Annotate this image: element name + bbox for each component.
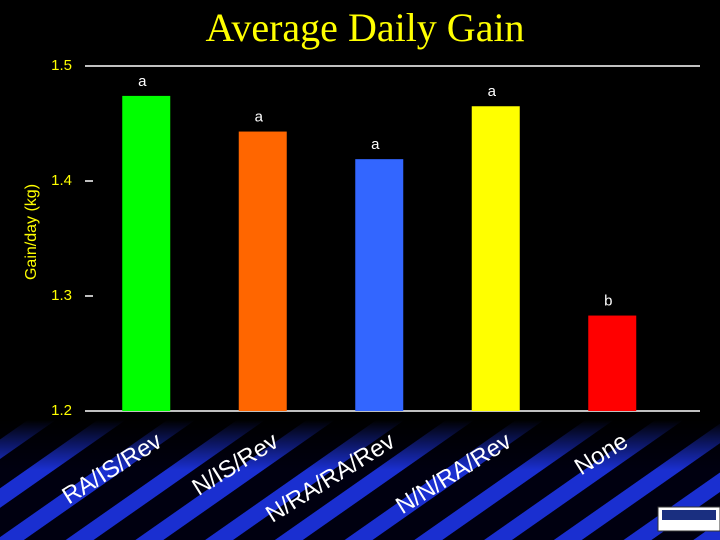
y-tick-label: 1.2 [51,402,72,419]
stripes-fade [0,420,720,470]
bar [355,159,404,411]
bar [238,131,287,412]
bar-annotation: a [371,136,380,153]
bar-annotation: a [138,73,147,90]
bar [122,95,171,412]
bar [588,315,637,411]
y-tick-label: 1.3 [51,287,72,304]
bar-annotation: a [255,109,264,126]
bar-annotation: a [488,83,497,100]
bar-annotation: b [604,293,612,310]
y-tick-label: 1.4 [51,172,72,189]
bar [471,106,520,411]
y-tick-label: 1.5 [51,57,72,74]
logo-band [662,510,716,520]
y-axis-label: Gain/day (kg) [23,184,40,280]
chart-title: Average Daily Gain [205,5,524,50]
